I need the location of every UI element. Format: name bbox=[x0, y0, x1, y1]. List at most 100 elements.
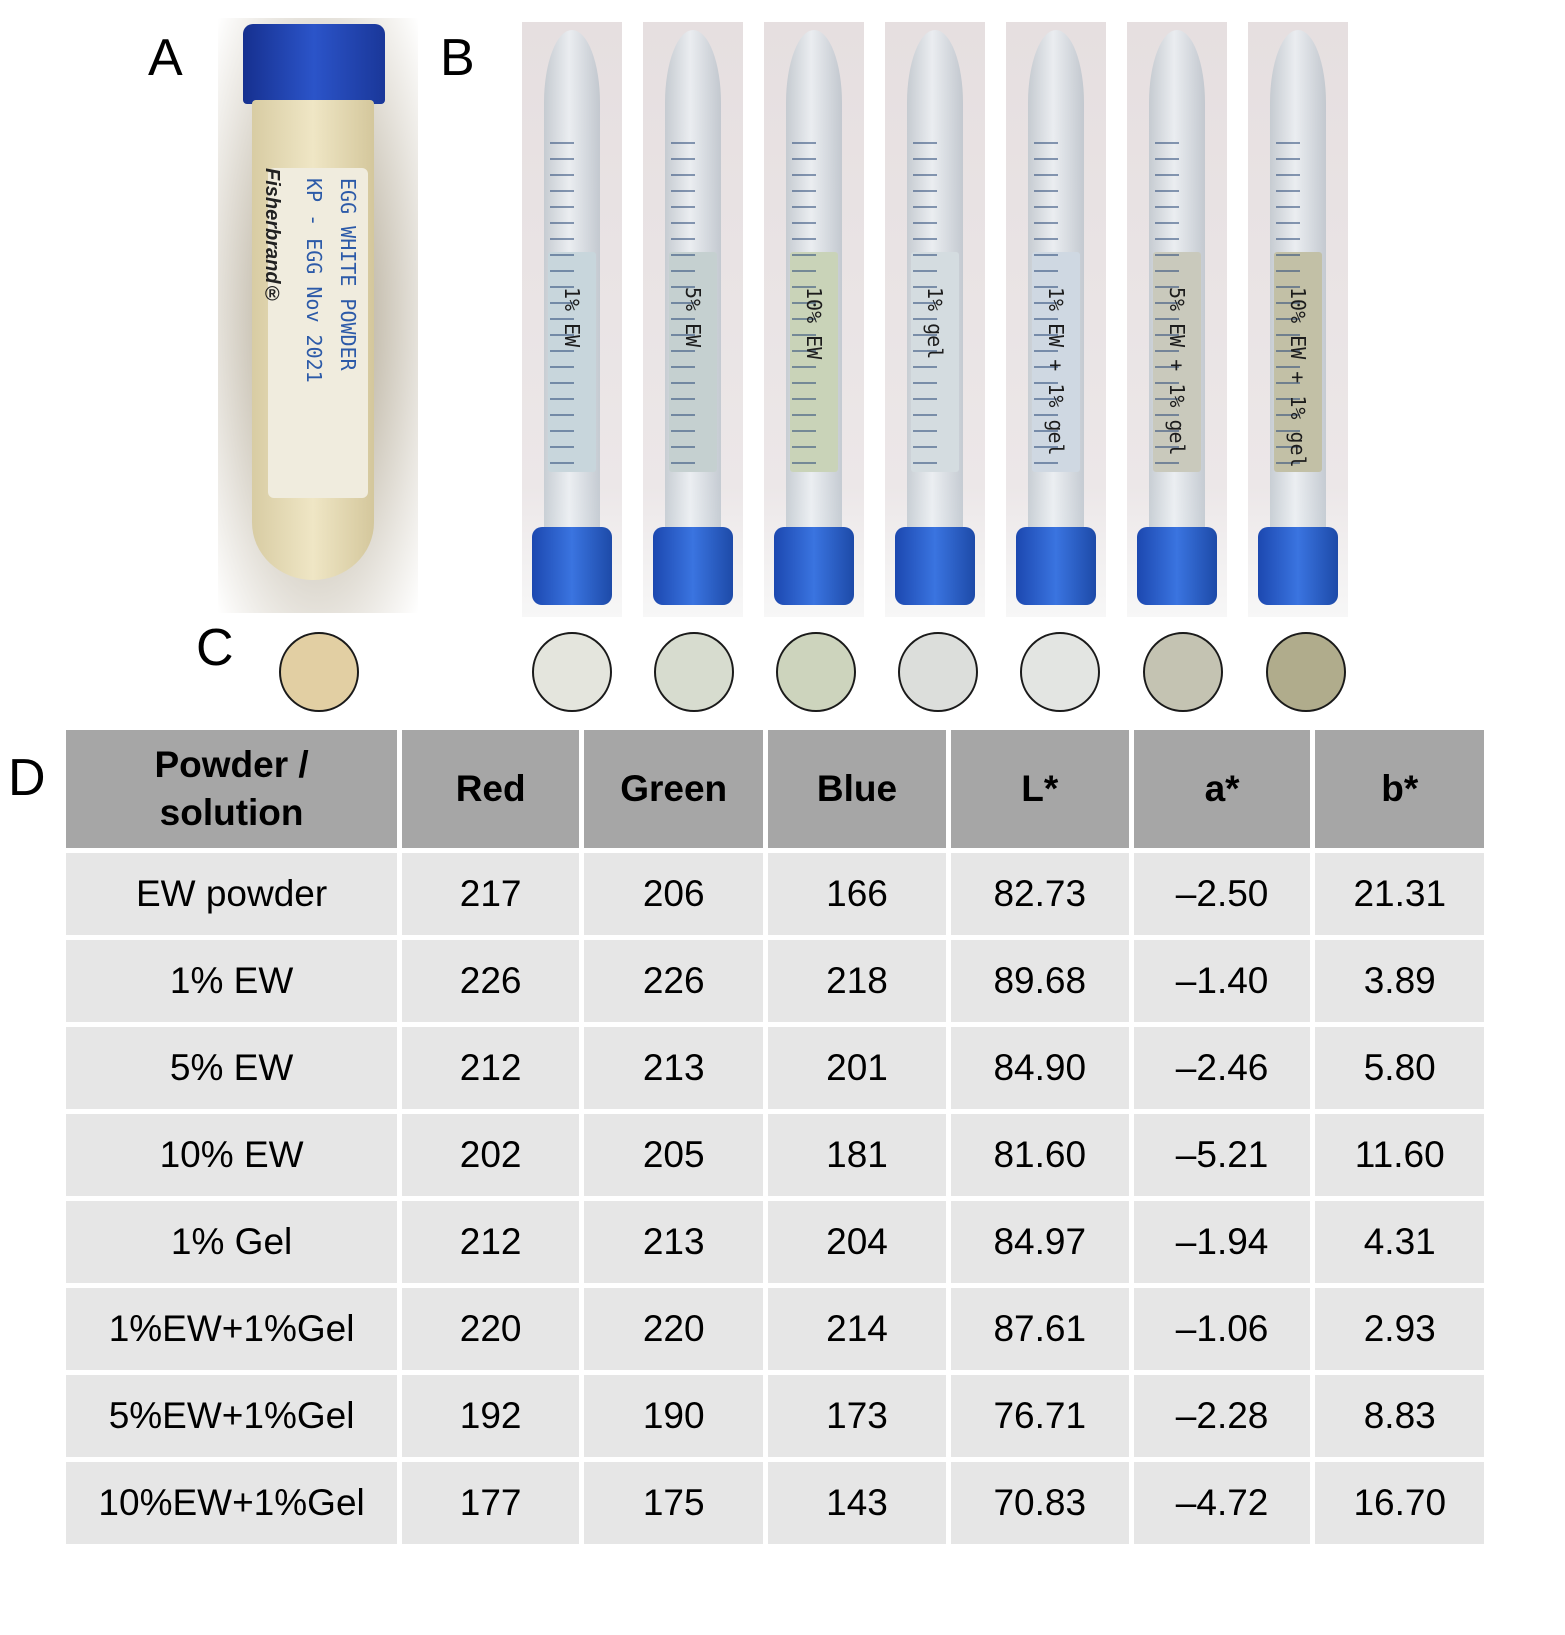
column-header-a-star: a* bbox=[1133, 730, 1311, 848]
tube-label: 5% EW bbox=[681, 287, 705, 348]
red-cell: 212 bbox=[402, 1201, 580, 1283]
b-star-cell: 11.60 bbox=[1315, 1114, 1484, 1196]
red-cell: 212 bbox=[402, 1027, 580, 1109]
l-star-cell: 84.97 bbox=[950, 1201, 1129, 1283]
tube-cap bbox=[653, 527, 733, 605]
green-cell: 205 bbox=[584, 1114, 764, 1196]
tube-label: 10% EW bbox=[802, 287, 826, 360]
a-star-cell: –2.46 bbox=[1133, 1027, 1311, 1109]
sample-cell: EW powder bbox=[66, 853, 398, 935]
l-star-cell: 84.90 bbox=[950, 1027, 1129, 1109]
panel-label-d: D bbox=[8, 749, 46, 807]
tube-brand-text: Fisherbrand® bbox=[261, 168, 283, 306]
b-star-cell: 21.31 bbox=[1315, 853, 1484, 935]
blue-cell: 218 bbox=[768, 940, 946, 1022]
column-header-green: Green bbox=[584, 730, 764, 848]
tube-1pct-gel: 1% gel bbox=[885, 22, 985, 617]
b-star-cell: 2.93 bbox=[1315, 1288, 1484, 1370]
a-star-cell: –1.06 bbox=[1133, 1288, 1311, 1370]
swatch-1pct-ew-1pct-gel bbox=[1020, 632, 1100, 712]
red-cell: 177 bbox=[402, 1462, 580, 1544]
tube-cap bbox=[532, 527, 612, 605]
l-star-cell: 81.60 bbox=[950, 1114, 1129, 1196]
tube-5pct-ew-1pct-gel: 5% EW + 1% gel bbox=[1127, 22, 1227, 617]
tube-cap bbox=[243, 24, 385, 104]
red-cell: 217 bbox=[402, 853, 580, 935]
swatch-10pct-ew-1pct-gel bbox=[1266, 632, 1346, 712]
l-star-cell: 76.71 bbox=[950, 1375, 1129, 1457]
sample-cell: 1% Gel bbox=[66, 1201, 398, 1283]
tube-label-line-1: EGG WHITE POWDER bbox=[336, 178, 360, 371]
panel-label-a: A bbox=[148, 29, 183, 87]
panel-label-c: C bbox=[196, 619, 234, 677]
b-star-cell: 5.80 bbox=[1315, 1027, 1484, 1109]
b-star-cell: 3.89 bbox=[1315, 940, 1484, 1022]
tube-label: 1% gel bbox=[923, 287, 947, 360]
tube-label bbox=[268, 168, 368, 498]
sample-cell: 10% EW bbox=[66, 1114, 398, 1196]
a-star-cell: –5.21 bbox=[1133, 1114, 1311, 1196]
green-cell: 175 bbox=[584, 1462, 764, 1544]
blue-cell: 214 bbox=[768, 1288, 946, 1370]
column-header-l-star: L* bbox=[950, 730, 1129, 848]
red-cell: 192 bbox=[402, 1375, 580, 1457]
table-row: 5%EW+1%Gel 192 190 173 76.71 –2.28 8.83 bbox=[66, 1375, 1484, 1457]
blue-cell: 201 bbox=[768, 1027, 946, 1109]
swatch-1pct-ew bbox=[532, 632, 612, 712]
red-cell: 226 bbox=[402, 940, 580, 1022]
table-row: 10% EW 202 205 181 81.60 –5.21 11.60 bbox=[66, 1114, 1484, 1196]
swatch-ew-powder bbox=[279, 632, 359, 712]
column-header-b-star: b* bbox=[1315, 730, 1484, 848]
sample-cell: 5%EW+1%Gel bbox=[66, 1375, 398, 1457]
red-cell: 202 bbox=[402, 1114, 580, 1196]
table-row: EW powder 217 206 166 82.73 –2.50 21.31 bbox=[66, 853, 1484, 935]
tube-10pct-ew-1pct-gel: 10% EW + 1% gel bbox=[1248, 22, 1348, 617]
blue-cell: 143 bbox=[768, 1462, 946, 1544]
swatch-1pct-gel bbox=[898, 632, 978, 712]
b-star-cell: 8.83 bbox=[1315, 1375, 1484, 1457]
table-header-row: Powder / solution Red Green Blue L* a* b… bbox=[66, 730, 1484, 848]
tube-cap bbox=[1016, 527, 1096, 605]
a-star-cell: –2.50 bbox=[1133, 853, 1311, 935]
green-cell: 213 bbox=[584, 1027, 764, 1109]
blue-cell: 204 bbox=[768, 1201, 946, 1283]
tube-1pct-ew-1pct-gel: 1% EW + 1% gel bbox=[1006, 22, 1106, 617]
tube-label: 5% EW + 1% gel bbox=[1165, 287, 1189, 456]
tube-cap bbox=[1258, 527, 1338, 605]
green-cell: 206 bbox=[584, 853, 764, 935]
table-row: 1%EW+1%Gel 220 220 214 87.61 –1.06 2.93 bbox=[66, 1288, 1484, 1370]
a-star-cell: –1.40 bbox=[1133, 940, 1311, 1022]
l-star-cell: 89.68 bbox=[950, 940, 1129, 1022]
tube-label-line-2: KP - EGG Nov 2021 bbox=[302, 178, 326, 383]
sample-cell: 10%EW+1%Gel bbox=[66, 1462, 398, 1544]
tube-cap bbox=[774, 527, 854, 605]
green-cell: 213 bbox=[584, 1201, 764, 1283]
a-star-cell: –1.94 bbox=[1133, 1201, 1311, 1283]
l-star-cell: 87.61 bbox=[950, 1288, 1129, 1370]
l-star-cell: 70.83 bbox=[950, 1462, 1129, 1544]
table-row: 5% EW 212 213 201 84.90 –2.46 5.80 bbox=[66, 1027, 1484, 1109]
red-cell: 220 bbox=[402, 1288, 580, 1370]
column-header-blue: Blue bbox=[768, 730, 946, 848]
egg-white-powder-tube-photo: Fisherbrand® EGG WHITE POWDER KP - EGG N… bbox=[218, 18, 418, 613]
solution-tubes-photo: 1% EW 5% EW 10% EW 1% gel 1% EW + 1% gel… bbox=[522, 22, 1368, 617]
tube-cap bbox=[1137, 527, 1217, 605]
column-header-sample: Powder / solution bbox=[66, 730, 398, 848]
table-row: 10%EW+1%Gel 177 175 143 70.83 –4.72 16.7… bbox=[66, 1462, 1484, 1544]
table-row: 1% Gel 212 213 204 84.97 –1.94 4.31 bbox=[66, 1201, 1484, 1283]
swatch-5pct-ew-1pct-gel bbox=[1143, 632, 1223, 712]
panel-label-b: B bbox=[440, 29, 475, 87]
l-star-cell: 82.73 bbox=[950, 853, 1129, 935]
b-star-cell: 4.31 bbox=[1315, 1201, 1484, 1283]
sample-cell: 1%EW+1%Gel bbox=[66, 1288, 398, 1370]
tube-5pct-ew: 5% EW bbox=[643, 22, 743, 617]
column-header-red: Red bbox=[402, 730, 580, 848]
swatch-5pct-ew bbox=[654, 632, 734, 712]
blue-cell: 166 bbox=[768, 853, 946, 935]
table-row: 1% EW 226 226 218 89.68 –1.40 3.89 bbox=[66, 940, 1484, 1022]
tube-10pct-ew: 10% EW bbox=[764, 22, 864, 617]
color-measurement-table: Powder / solution Red Green Blue L* a* b… bbox=[61, 725, 1489, 1549]
tube-label: 1% EW bbox=[560, 287, 584, 348]
tube-label: 10% EW + 1% gel bbox=[1286, 287, 1310, 468]
green-cell: 190 bbox=[584, 1375, 764, 1457]
